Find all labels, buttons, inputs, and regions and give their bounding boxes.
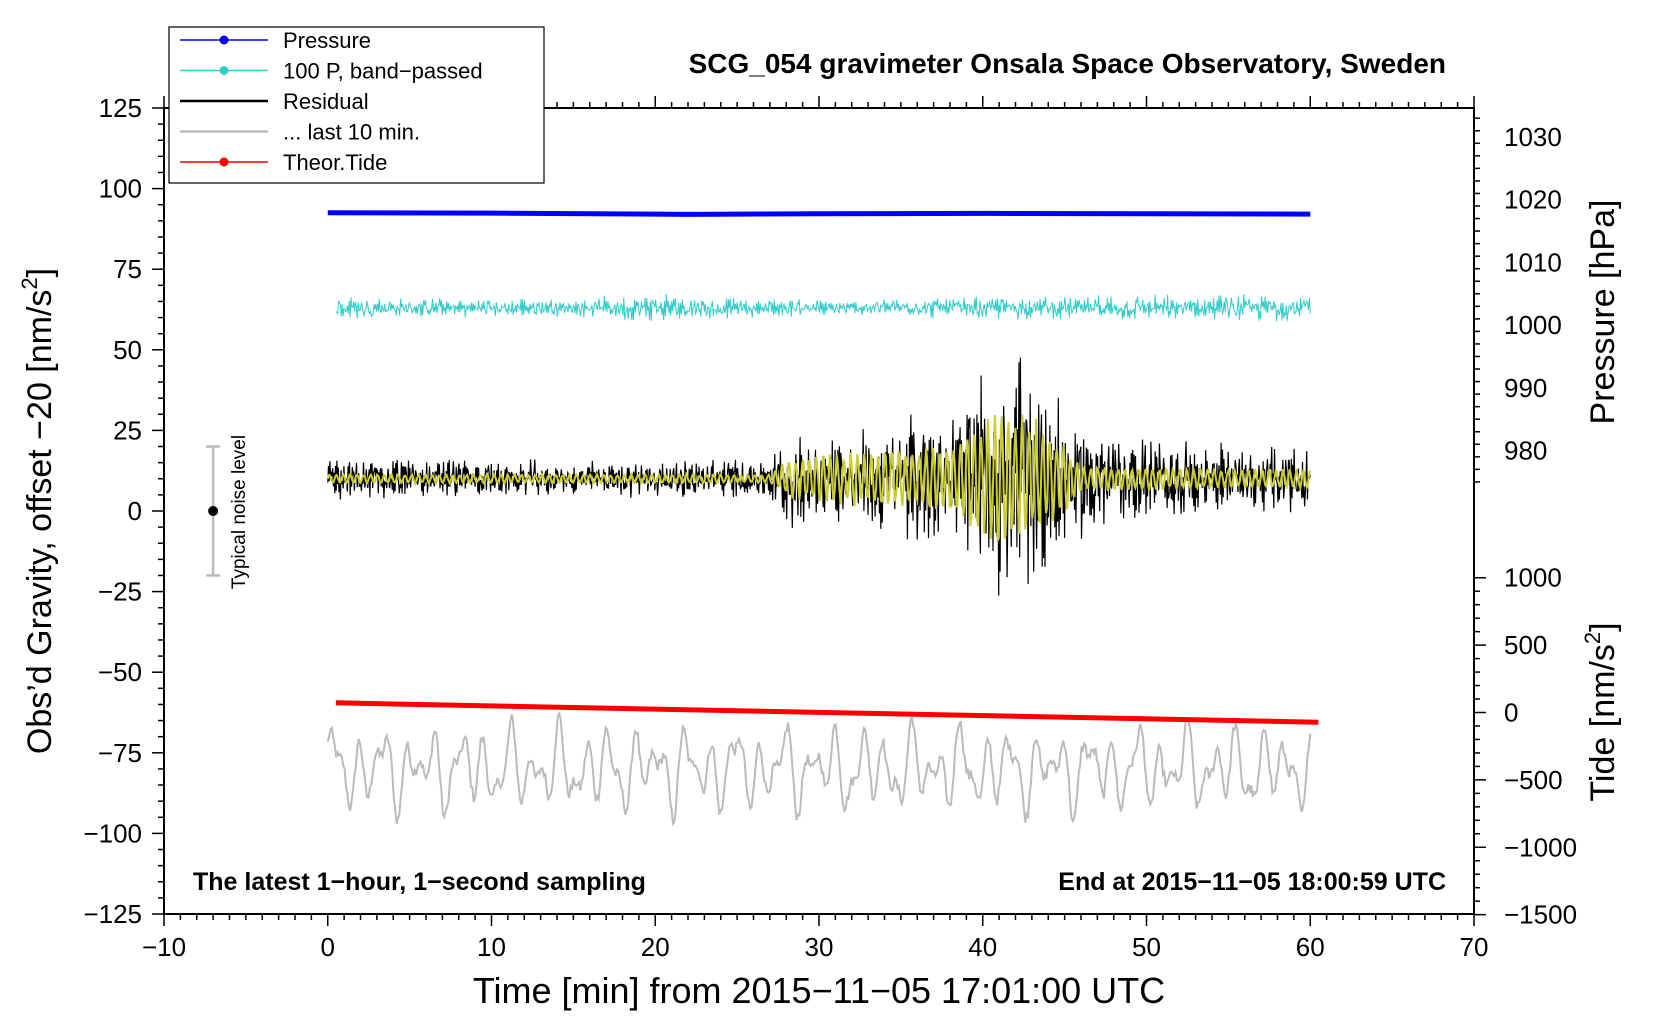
ticks-layer: −10 0 10 20 30 40 50 60 701251007550250−25−50−75…	[83, 93, 1577, 962]
annotation-bottom-left: The latest 1−hour, 1−second sampling	[193, 868, 646, 896]
y-tick-label-left: −75	[98, 738, 142, 768]
pressure-tick-label: 1000	[1504, 310, 1562, 340]
y-axis-label-left-end: ]	[21, 268, 59, 277]
pressure-tick-label: 1030	[1504, 122, 1562, 152]
y-tick-label-left: 0	[128, 496, 142, 526]
x-tick-label: 0	[321, 932, 335, 962]
x-tick-label: 50	[1132, 932, 1161, 962]
legend-label: Pressure	[283, 28, 371, 53]
pressure-tick-label: 1010	[1504, 247, 1562, 277]
noise-level-indicator	[206, 445, 221, 577]
tide-tick-label: −1500	[1504, 900, 1577, 930]
y-axis-label-pressure: Pressure [hPa]	[1584, 200, 1622, 425]
tide-tick-label: 1000	[1504, 563, 1562, 593]
noise-level-label: Typical noise level	[229, 435, 250, 589]
legend-label: 100 P, band−passed	[283, 59, 483, 84]
pressure-tick-label: 980	[1504, 436, 1547, 466]
tide-tick-label: −1000	[1504, 832, 1577, 862]
legend-label: ... last 10 min.	[283, 120, 420, 145]
series-band-filtered-residual	[326, 414, 1312, 544]
x-tick-label: 10	[477, 932, 506, 962]
series-theor-tide	[335, 700, 1319, 725]
y-axis-label-left: Obs’d Gravity, offset −20 [nm/s2]	[17, 268, 59, 754]
legend-label: Theor.Tide	[283, 150, 387, 175]
y-tick-label-left: 100	[99, 174, 142, 204]
legend-label: Residual	[283, 89, 369, 114]
tide-tick-label: 500	[1504, 630, 1547, 660]
tide-tick-label: −500	[1504, 765, 1563, 795]
series-layer	[326, 210, 1319, 827]
x-tick-label: 40	[968, 932, 997, 962]
x-axis-label: Time [min] from 2015−11−05 17:01:00 UTC	[473, 970, 1165, 1011]
y-tick-label-left: −25	[98, 577, 142, 607]
pressure-tick-label: 990	[1504, 373, 1547, 403]
y-tick-label-left: 50	[113, 335, 142, 365]
y-axis-label-tide-sup: 2	[1580, 632, 1605, 644]
legend-marker	[219, 35, 229, 45]
x-tick-label: 30	[805, 932, 834, 962]
y-axis-label-tide-text: Tide [nm/s	[1584, 644, 1622, 801]
y-axis-label-left-sup: 2	[17, 277, 42, 289]
chart-title: SCG_054 gravimeter Onsala Space Observat…	[689, 48, 1446, 79]
legend-marker	[219, 157, 229, 167]
y-tick-label-left: −125	[83, 899, 142, 929]
annotation-bottom-right: End at 2015−11−05 18:00:59 UTC	[1058, 868, 1446, 896]
x-tick-label: 70	[1460, 932, 1489, 962]
series-100-p-band-passed	[335, 294, 1311, 322]
y-tick-label-left: 75	[113, 254, 142, 284]
legend-box	[168, 26, 545, 184]
x-tick-label: 20	[641, 932, 670, 962]
legend-marker	[219, 66, 229, 75]
y-axis-label-tide-end: ]	[1584, 622, 1622, 631]
y-tick-label-left: 125	[99, 93, 142, 123]
noise-bar-center	[208, 506, 219, 516]
series-last-10-min	[326, 711, 1312, 827]
series-pressure	[327, 210, 1311, 217]
x-tick-label: 60	[1296, 932, 1325, 962]
y-tick-label-left: 25	[113, 415, 142, 445]
y-axis-label-tide: Tide [nm/s2]	[1580, 622, 1622, 801]
legend: Pressure 100 P, band−passed Residual ... la…	[168, 26, 545, 184]
y-axis-label-left-text: Obs’d Gravity, offset −20 [nm/s	[21, 290, 59, 755]
y-tick-label-left: −100	[83, 818, 142, 848]
y-tick-label-left: −50	[98, 657, 142, 687]
x-tick-label: −10	[142, 932, 186, 962]
tide-tick-label: 0	[1504, 698, 1518, 728]
pressure-tick-label: 1020	[1504, 185, 1562, 215]
